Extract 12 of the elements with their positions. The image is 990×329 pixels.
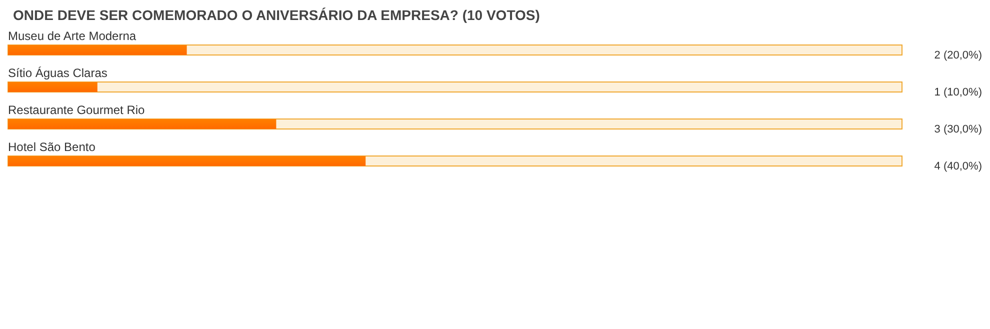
bar [8, 45, 187, 55]
data-label: 2 (20,0%) [934, 50, 982, 62]
data-label: 4 (40,0%) [934, 160, 982, 172]
y-tick-label: Museu de Arte Moderna [8, 29, 136, 43]
y-tick-label: Hotel São Bento [8, 140, 96, 154]
y-tick-label: Restaurante Gourmet Rio [8, 103, 146, 117]
chart-title: ONDE DEVE SER COMEMORADO O ANIVERSÁRIO DA EMPRESA? (10 VOTOS) [13, 7, 540, 23]
bar [8, 82, 98, 92]
bar [8, 119, 276, 129]
data-label: 3 (30,0%) [934, 124, 982, 136]
y-tick-label: Sítio Águas Claras [8, 66, 108, 80]
data-label: 1 (10,0%) [934, 86, 982, 98]
